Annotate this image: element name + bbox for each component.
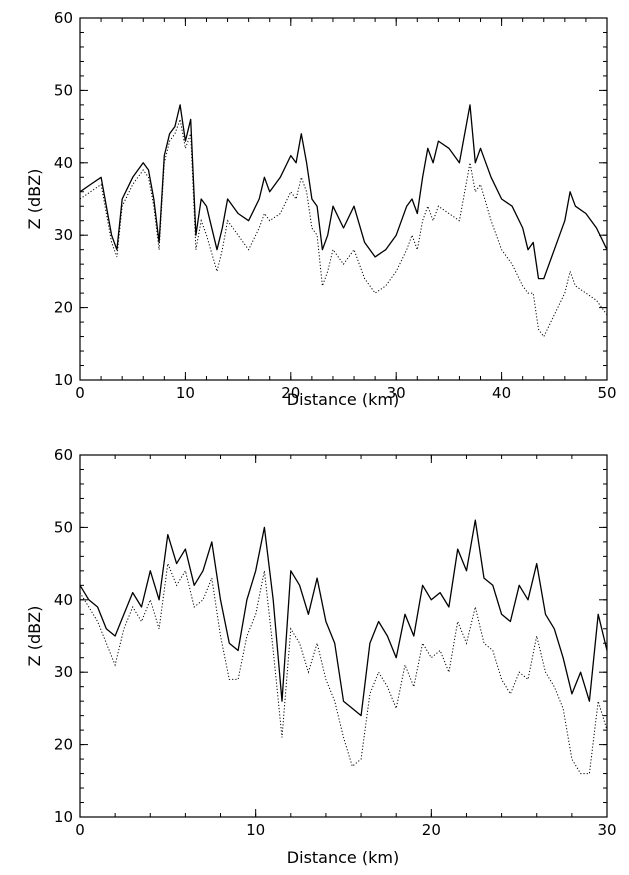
top-y-axis-label: Z (dBZ) [25, 169, 44, 230]
top-y-tick-label: 20 [54, 299, 73, 317]
bottom-x-tick-label: 0 [75, 821, 85, 839]
top-y-tick-label: 60 [54, 9, 73, 27]
bottom-y-tick-label: 10 [54, 808, 73, 826]
bottom-x-tick-label: 20 [422, 821, 441, 839]
top-y-tick-label: 30 [54, 226, 73, 244]
top-solid-series-line [79, 104, 608, 280]
top-x-tick-label: 0 [75, 384, 85, 402]
bottom-solid-series-line [79, 519, 608, 717]
top-dotted-series-line [79, 117, 608, 338]
bottom-y-tick-label: 30 [54, 663, 73, 681]
bottom-series-lines [79, 519, 608, 775]
bottom-y-tick-label: 40 [54, 591, 73, 609]
top-y-tick-label: 10 [54, 371, 73, 389]
top-x-tick-label: 30 [387, 384, 406, 402]
top-x-tick-label: 20 [281, 384, 300, 402]
bottom-dotted-series-line [79, 561, 608, 775]
top-x-tick-label: 50 [597, 384, 616, 402]
bottom-x-axis-label: Distance (km) [287, 848, 399, 867]
bottom-y-tick-label: 60 [54, 446, 73, 464]
bottom-y-tick-label: 50 [54, 518, 73, 536]
bottom-x-tick-label: 10 [246, 821, 265, 839]
top-series-lines [79, 104, 608, 338]
top-y-tick-label: 40 [54, 154, 73, 172]
bottom-x-tick-label: 30 [597, 821, 616, 839]
bottom-plot-frame [79, 454, 608, 818]
top-x-axis-label: Distance (km) [287, 390, 399, 409]
top-x-tick-label: 40 [492, 384, 511, 402]
bottom-y-axis-label: Z (dBZ) [25, 606, 44, 667]
bottom-y-tick-label: 20 [54, 736, 73, 754]
top-y-tick-label: 50 [54, 81, 73, 99]
top-x-tick-label: 10 [176, 384, 195, 402]
top-plot-frame [79, 17, 608, 381]
